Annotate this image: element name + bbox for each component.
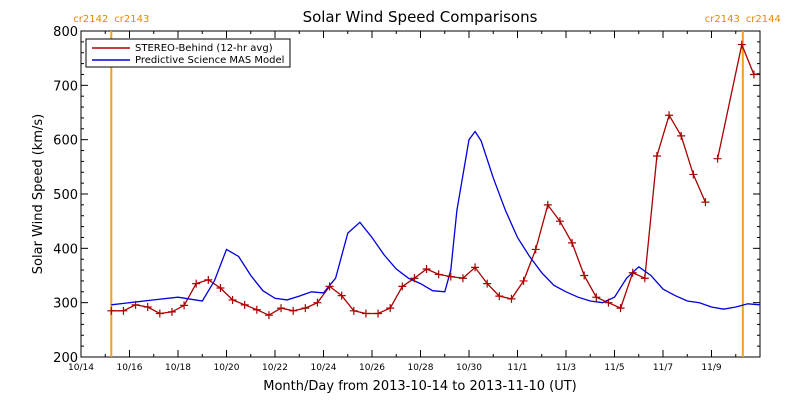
stereo-data-point: [325, 282, 334, 291]
x-tick-label: 11/1: [507, 363, 527, 373]
series-markers: [107, 40, 758, 320]
stereo-data-point: [398, 282, 407, 291]
stereo-data-point: [155, 309, 164, 318]
stereo-data-point: [568, 238, 577, 247]
stereo-data-point: [119, 306, 128, 315]
stereo-data-point: [701, 198, 710, 207]
x-tick-label: 10/22: [262, 363, 288, 373]
x-tick-label: 11/7: [653, 363, 673, 373]
y-tick-label: 600: [53, 134, 78, 149]
stereo-data-point: [677, 131, 686, 140]
rotation-labels: cr2142 cr2143 cr2143 cr2144: [73, 14, 781, 25]
stereo-data-point: [228, 295, 237, 304]
stereo-series-line: [716, 42, 761, 159]
mas-model-series-line: [111, 130, 761, 310]
y-tick-label: 200: [53, 351, 78, 366]
x-tick-label: 11/3: [556, 363, 576, 373]
stereo-data-point: [216, 283, 225, 292]
stereo-data-point: [531, 245, 540, 254]
y-tick-label: 400: [53, 242, 78, 257]
stereo-data-point: [374, 309, 383, 318]
stereo-data-point: [580, 271, 589, 280]
y-tick-label: 800: [53, 25, 78, 40]
stereo-data-point: [434, 270, 443, 279]
stereo-data-point: [689, 170, 698, 179]
stereo-data-point: [422, 264, 431, 273]
stereo-data-point: [361, 309, 370, 318]
x-tick-label: 11/5: [604, 363, 624, 373]
x-axis-ticks: 10/14 10/16 10/18 10/20 10/22 10/24 10/26 10/28…: [68, 31, 737, 373]
legend: STEREO-Behind (12-hr avg) Predictive Sci…: [85, 38, 291, 68]
stereo-data-point: [616, 304, 625, 313]
stereo-data-point: [555, 217, 564, 226]
stereo-data-point: [640, 274, 649, 283]
stereo-data-point: [252, 305, 261, 314]
stereo-data-point: [289, 306, 298, 315]
stereo-data-point: [507, 294, 516, 303]
stereo-data-point: [652, 151, 661, 160]
legend-label-stereo: STEREO-Behind (12-hr avg): [135, 43, 273, 54]
y-axis-label: Solar Wind Speed (km/s): [31, 114, 46, 274]
stereo-data-point: [386, 304, 395, 313]
stereo-data-point: [665, 111, 674, 120]
legend-label-mas-model: Predictive Science MAS Model: [135, 55, 284, 66]
stereo-data-point: [204, 275, 213, 284]
y-axis-ticks: 200 300 400 500 600 700 800: [53, 25, 760, 366]
stereo-data-point: [737, 40, 746, 49]
legend-box: [85, 38, 291, 68]
stereo-series-line: [111, 113, 706, 316]
x-tick-label: 10/26: [359, 363, 385, 373]
stereo-data-point: [349, 306, 358, 315]
x-axis-label: Month/Day from 2013-10-14 to 2013-11-10 …: [263, 379, 576, 394]
stereo-data-point: [543, 200, 552, 209]
stereo-data-point: [107, 306, 116, 315]
stereo-data-point: [592, 293, 601, 302]
stereo-data-point: [495, 292, 504, 301]
stereo-data-point: [410, 274, 419, 283]
y-tick-label: 700: [53, 79, 78, 94]
x-tick-label: 11/9: [701, 363, 721, 373]
stereo-data-point: [167, 307, 176, 316]
chart-title: Solar Wind Speed Comparisons: [303, 8, 538, 26]
stereo-data-point: [313, 298, 322, 307]
rotation-label-left: cr2142: [73, 14, 108, 25]
plot-frame: [80, 30, 761, 358]
x-tick-label: 10/18: [165, 363, 191, 373]
stereo-data-point: [143, 303, 152, 312]
stereo-data-point: [192, 279, 201, 288]
stereo-data-point: [749, 70, 758, 79]
x-tick-label: 10/28: [408, 363, 434, 373]
stereo-data-point: [483, 279, 492, 288]
rotation-label-right: cr2143: [114, 14, 149, 25]
x-tick-label: 10/24: [311, 363, 337, 373]
stereo-data-point: [337, 291, 346, 300]
rotation-marker-lines: [110, 31, 744, 357]
stereo-data-point: [604, 298, 613, 307]
stereo-data-point: [446, 272, 455, 281]
x-tick-label: 10/16: [117, 363, 143, 373]
stereo-data-point: [131, 300, 140, 309]
x-tick-label: 10/30: [456, 363, 482, 373]
x-tick-label: 10/20: [214, 363, 240, 373]
y-tick-label: 500: [53, 188, 78, 203]
stereo-data-point: [713, 154, 722, 163]
rotation-label-left: cr2143: [705, 14, 740, 25]
stereo-data-point: [240, 300, 249, 309]
y-tick-label: 300: [53, 297, 78, 312]
stereo-data-point: [301, 304, 310, 313]
stereo-data-point: [519, 276, 528, 285]
stereo-data-point: [628, 268, 637, 277]
stereo-data-point: [277, 304, 286, 313]
stereo-data-point: [471, 263, 480, 272]
x-tick-label: 10/14: [68, 363, 94, 373]
stereo-data-point: [180, 301, 189, 310]
stereo-data-point: [264, 311, 273, 320]
stereo-data-point: [458, 274, 467, 283]
rotation-label-right: cr2144: [746, 14, 781, 25]
